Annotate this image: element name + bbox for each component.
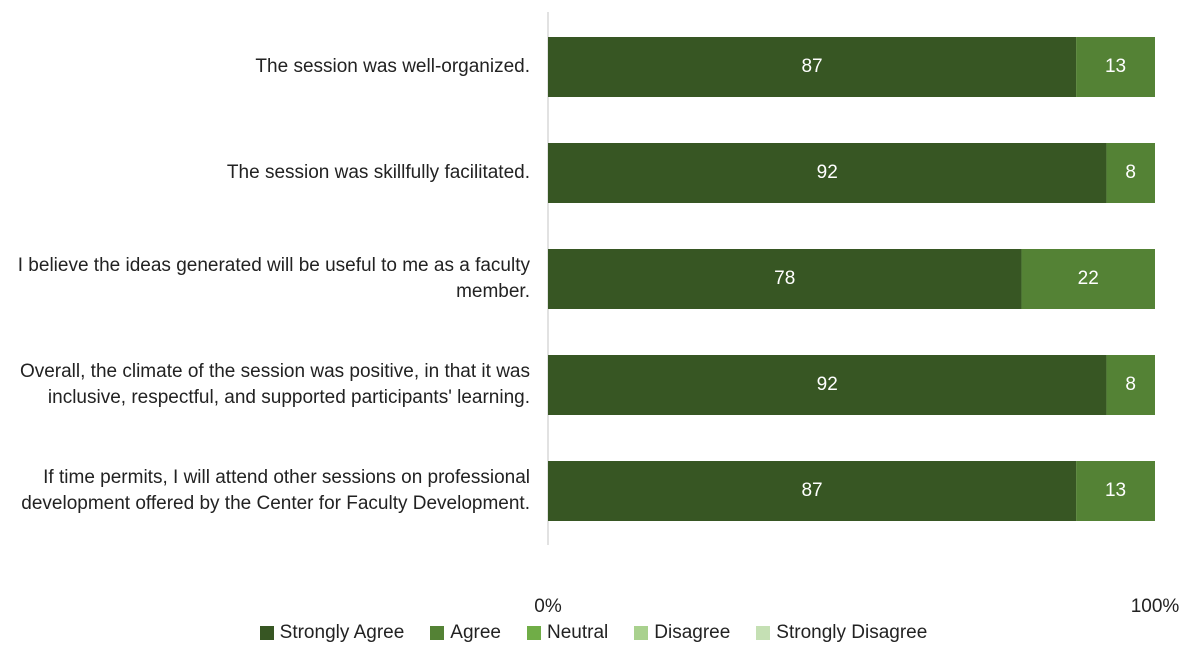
legend-swatch (527, 626, 541, 640)
bar-segment (1106, 355, 1155, 415)
data-label: 13 (1105, 480, 1126, 501)
legend-item: Strongly Disagree (756, 622, 927, 644)
data-label: 22 (1078, 268, 1099, 289)
legend-label: Strongly Agree (279, 622, 405, 643)
legend-label: Disagree (654, 622, 731, 643)
category-label: The session was well-organized. (255, 55, 530, 77)
data-label: 8 (1125, 374, 1136, 395)
bar-segment (1076, 37, 1155, 97)
bar-segment (548, 355, 1107, 415)
legend-item: Disagree (634, 622, 730, 644)
category-label: Overall, the climate of the session was … (19, 360, 530, 408)
legend-item: Neutral (527, 622, 608, 644)
bar-segment (1021, 249, 1155, 309)
legend: Strongly Agree Agree Neutral Disagree Strong… (0, 622, 1187, 644)
category-label: The session was skillfully facilitated. (226, 161, 530, 183)
legend-item: Strongly Agree (259, 622, 405, 644)
category-label: If time permits, I will attend other ses… (21, 466, 530, 514)
legend-item: Agree (430, 622, 501, 644)
legend-label: Neutral (547, 622, 609, 643)
legend-label: Agree (450, 622, 501, 643)
bar-segment (1106, 143, 1155, 203)
bar-segment (1076, 461, 1155, 521)
bar-segment (548, 143, 1107, 203)
bar-segment (548, 37, 1077, 97)
legend-swatch (259, 626, 274, 640)
legend-swatch (756, 626, 771, 640)
data-label: 87 (801, 56, 822, 77)
legend-swatch (634, 626, 649, 640)
legend-swatch (430, 626, 445, 640)
data-label: 78 (774, 268, 795, 289)
x-tick-label: 100% (1131, 596, 1180, 617)
legend-label: Strongly Disagree (776, 622, 928, 643)
data-label: 92 (817, 162, 838, 183)
data-label: 87 (801, 480, 822, 501)
x-tick-label: 0% (534, 596, 562, 617)
bar-segment (548, 249, 1022, 309)
data-label: 13 (1105, 56, 1126, 77)
bar-segment (548, 461, 1077, 521)
data-label: 8 (1125, 162, 1136, 183)
data-label: 92 (817, 374, 838, 395)
category-label: I believe the ideas generated will be us… (17, 254, 530, 302)
